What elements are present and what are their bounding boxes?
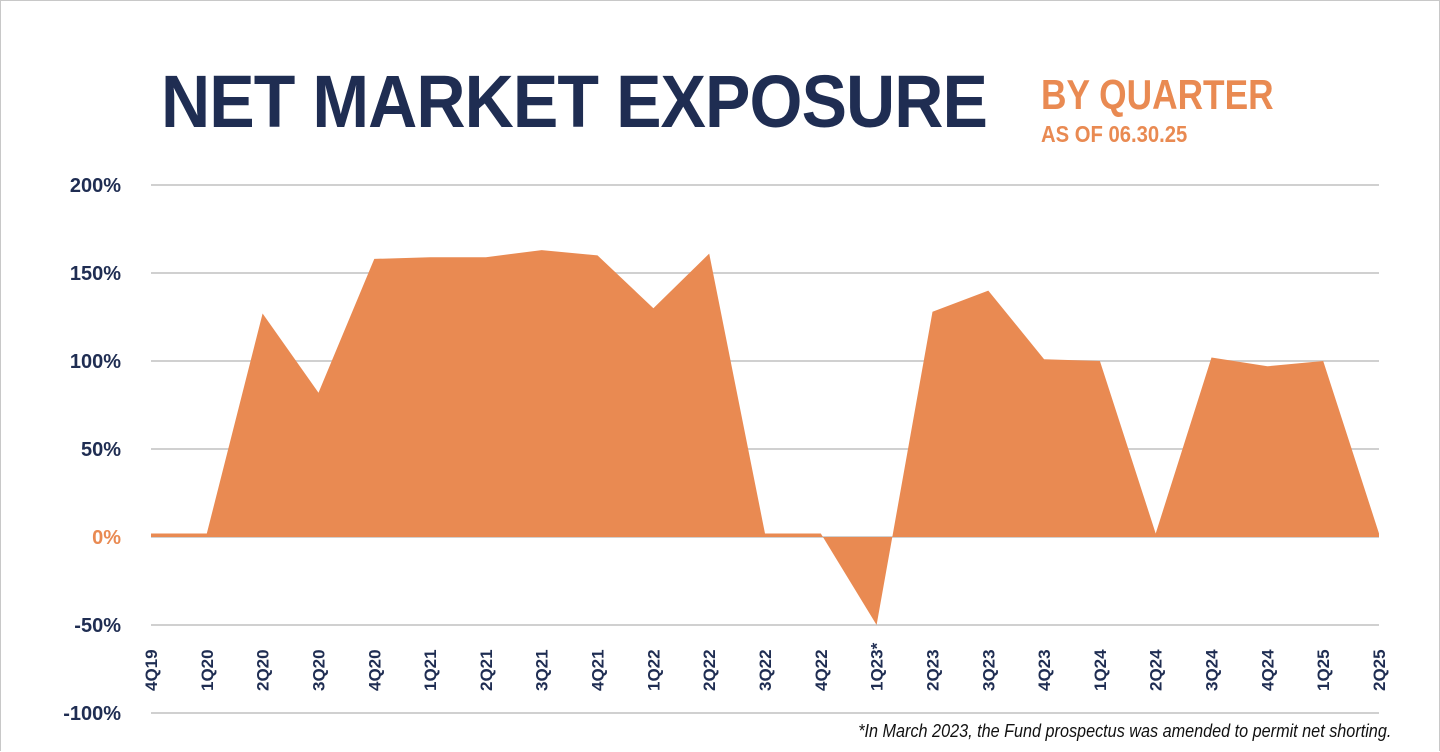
x-tick-label: 1Q25 — [1314, 649, 1333, 691]
x-tick-label: 2Q20 — [254, 649, 273, 691]
x-tick-label: 2Q21 — [477, 649, 496, 691]
chart-subtitle: BY QUARTER — [1041, 71, 1274, 118]
x-tick-label: 2Q23 — [923, 649, 942, 691]
x-tick-label: 3Q20 — [309, 649, 328, 691]
x-tick-label: 1Q23* — [868, 642, 887, 691]
x-tick-label: 4Q24 — [1258, 649, 1277, 691]
y-axis: 200% 150% 100% 50% 0% -50% -100% — [63, 175, 121, 725]
y-tick-label: 50% — [81, 439, 121, 461]
x-tick-label: 2Q22 — [700, 649, 719, 691]
x-tick-label: 1Q21 — [421, 649, 440, 691]
x-tick-label: 1Q20 — [198, 649, 217, 691]
x-tick-label: 4Q23 — [1035, 649, 1054, 691]
x-tick-label: 2Q24 — [1147, 649, 1166, 691]
as-of-date: AS OF 06.30.25 — [1041, 121, 1188, 147]
footnote: *In March 2023, the Fund prospectus was … — [857, 721, 1391, 741]
y-tick-label: -100% — [63, 703, 121, 725]
x-tick-label: 3Q24 — [1203, 649, 1222, 691]
y-tick-label: -50% — [74, 615, 121, 637]
x-tick-label: 1Q24 — [1091, 649, 1110, 691]
x-tick-label: 3Q22 — [756, 649, 775, 691]
series-area — [151, 250, 1379, 625]
x-tick-label: 3Q21 — [533, 649, 552, 691]
x-tick-label: 1Q22 — [644, 649, 663, 691]
chart-title: NET MARKET EXPOSURE — [161, 60, 988, 143]
x-tick-label: 4Q19 — [142, 649, 161, 691]
y-tick-label: 200% — [70, 175, 121, 197]
x-tick-label: 4Q20 — [365, 649, 384, 691]
exposure-area — [151, 250, 1379, 625]
x-tick-label: 4Q22 — [812, 649, 831, 691]
x-tick-label: 3Q23 — [979, 649, 998, 691]
y-tick-label: 150% — [70, 263, 121, 285]
x-tick-label: 4Q21 — [589, 649, 608, 691]
x-axis: 4Q19 1Q20 2Q20 3Q20 4Q20 1Q21 2Q21 3Q21 4Q21 1Q22… — [142, 642, 1389, 691]
x-tick-label: 2Q25 — [1370, 649, 1389, 691]
y-tick-label: 0% — [92, 527, 121, 549]
y-tick-label: 100% — [70, 351, 121, 373]
